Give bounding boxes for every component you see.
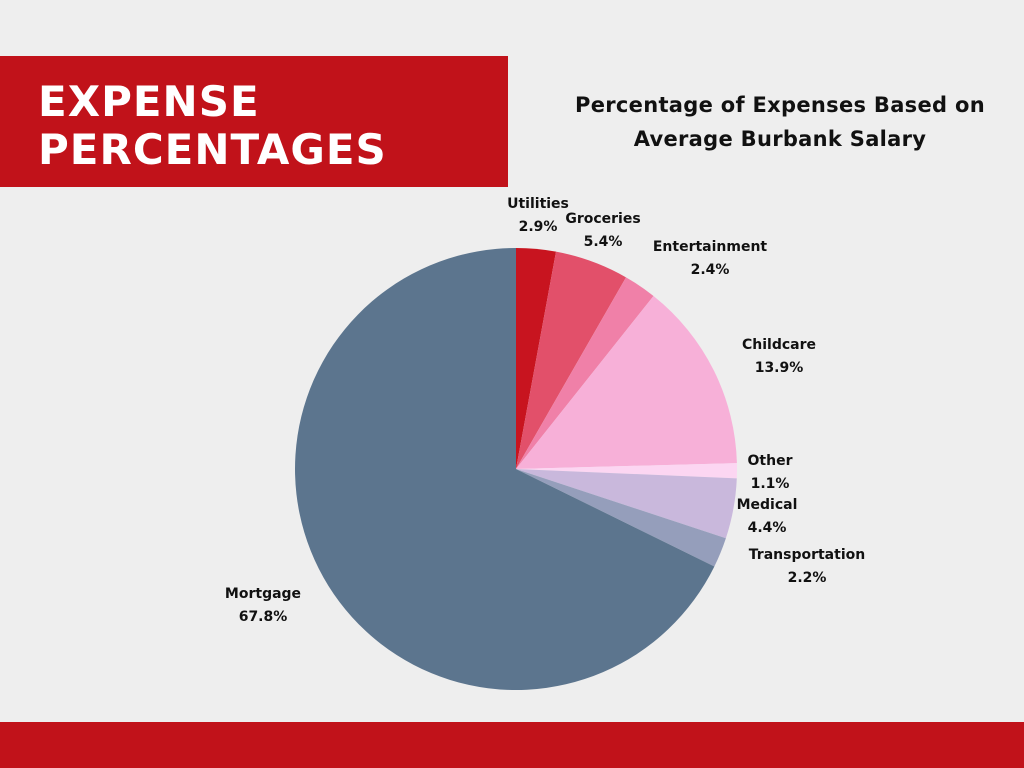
slice-label-mortgage: Mortgage: [225, 586, 301, 602]
slice-value-transportation: 2.2%: [788, 570, 827, 586]
slice-label-utilities: Utilities: [507, 196, 569, 212]
pie-slice-transportation: [516, 469, 726, 567]
chart-title: Percentage of Expenses Based on Average …: [575, 93, 985, 151]
banner-title: EXPENSE PERCENTAGES: [38, 77, 387, 174]
slice-value-childcare: 13.9%: [755, 360, 804, 376]
pie-slice-childcare: [516, 296, 737, 469]
slice-label-medical: Medical: [737, 497, 798, 513]
slice-value-mortgage: 67.8%: [239, 609, 288, 625]
slice-label-childcare: Childcare: [742, 337, 816, 353]
pie-slice-utilities: [516, 248, 557, 469]
pie-slice-other: [516, 463, 737, 479]
slice-label-other: Other: [748, 453, 793, 469]
slice-value-other: 1.1%: [751, 476, 790, 492]
slice-value-utilities: 2.9%: [519, 219, 558, 235]
slice-label-entertainment: Entertainment: [653, 239, 768, 255]
pie-slice-medical: [516, 469, 737, 539]
pie-slice-groceries: [516, 251, 626, 469]
slice-value-groceries: 5.4%: [584, 234, 623, 250]
footer-bar: [0, 722, 1024, 768]
pie-slice-entertainment: [516, 277, 654, 469]
header-banner: EXPENSE PERCENTAGES: [0, 56, 508, 187]
slice-value-medical: 4.4%: [748, 520, 787, 536]
pie-slice-mortgage: [295, 248, 715, 691]
slice-value-entertainment: 2.4%: [691, 262, 730, 278]
slice-label-groceries: Groceries: [565, 211, 640, 227]
slice-label-transportation: Transportation: [749, 547, 865, 563]
